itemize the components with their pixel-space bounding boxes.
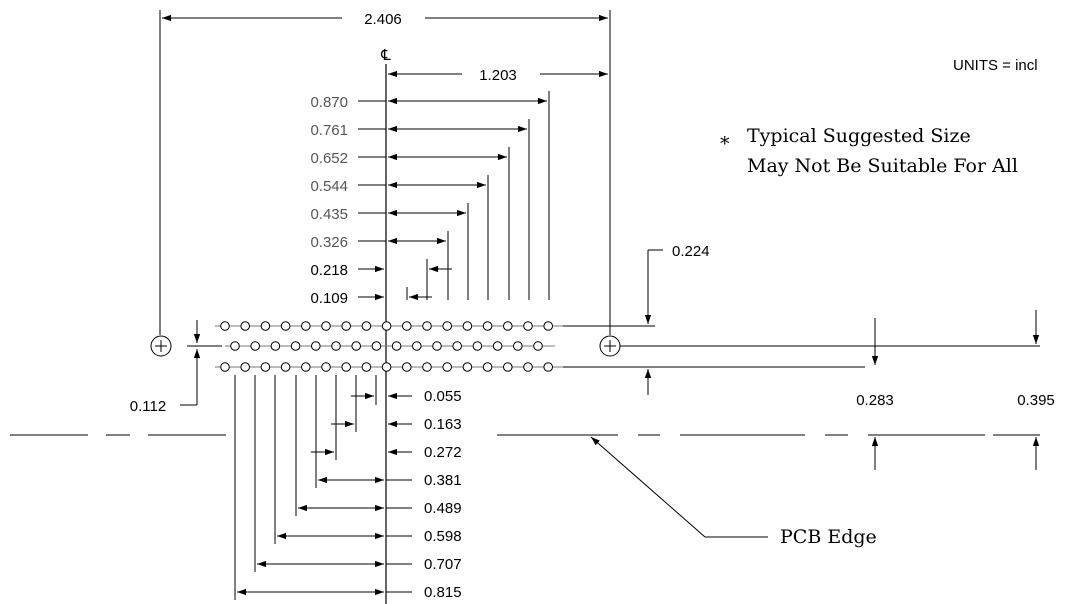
pin-pad bbox=[220, 321, 230, 331]
bottom-row-offset-dimensions: 0.055 0.163 0.272 0.381 0.489 0.598 0.70… bbox=[234, 375, 462, 601]
mount-hole-offset-dimension: 0.224 bbox=[563, 243, 710, 395]
bottom-offset-label: 0.163 bbox=[424, 416, 462, 433]
pin-pad bbox=[250, 341, 260, 351]
pin-pad bbox=[523, 321, 533, 331]
top-offset-label: 0.870 bbox=[310, 94, 348, 111]
top-row-offset-dimensions: 0.870 0.761 0.652 0.544 0.435 0.326 0.21… bbox=[310, 91, 550, 307]
pin-field bbox=[215, 321, 563, 372]
pin-pad bbox=[311, 341, 321, 351]
bottom-offset-label: 0.815 bbox=[424, 584, 462, 601]
pin-pad bbox=[260, 321, 271, 331]
row-pitch-dimension: 0.112 bbox=[130, 320, 222, 415]
top-offset-label: 0.109 bbox=[310, 290, 348, 307]
pcb-edge-dimensions: 0.283 0.395 bbox=[563, 310, 1055, 470]
pin-pad bbox=[442, 362, 453, 372]
pin-pad bbox=[290, 341, 301, 351]
pin-pad bbox=[301, 362, 311, 372]
top-offset-label: 0.761 bbox=[310, 122, 348, 139]
pin-pad bbox=[331, 341, 341, 351]
pin-pad bbox=[513, 341, 523, 351]
pin-pad bbox=[482, 321, 493, 331]
pin-pad bbox=[280, 321, 291, 331]
pin-pad bbox=[220, 362, 230, 372]
pin-pad bbox=[523, 362, 533, 372]
pin-pad bbox=[422, 362, 432, 372]
pin-pad bbox=[402, 362, 412, 372]
half-width-label: 1.203 bbox=[479, 67, 517, 84]
pin-pad bbox=[351, 341, 362, 351]
pin-pad bbox=[240, 321, 250, 331]
pin-pad bbox=[361, 362, 372, 372]
pin-pad bbox=[240, 362, 250, 372]
pin-pad bbox=[432, 341, 442, 351]
half-width-dimension: 1.203 bbox=[388, 67, 608, 84]
top-offset-label: 0.326 bbox=[310, 234, 348, 251]
pin-pad bbox=[412, 341, 422, 351]
bottom-offset-label: 0.489 bbox=[424, 500, 462, 517]
pin-pad bbox=[371, 341, 382, 351]
note-line-1: Typical Suggested Size bbox=[747, 125, 971, 147]
pcb-edge-label: PCB Edge bbox=[780, 526, 877, 548]
pin-pad bbox=[381, 362, 392, 372]
pin-pad bbox=[503, 362, 513, 372]
bottom-offset-label: 0.598 bbox=[424, 528, 462, 545]
pin-pad bbox=[381, 321, 392, 331]
bottom-offset-label: 0.707 bbox=[424, 556, 462, 573]
row-pitch-label: 0.112 bbox=[130, 398, 166, 415]
note-line-2: May Not Be Suitable For All bbox=[747, 155, 1018, 177]
pin-pad bbox=[361, 321, 372, 331]
top-offset-label: 0.652 bbox=[310, 150, 348, 167]
pin-pad bbox=[543, 362, 554, 372]
mount-hole-offset-label: 0.224 bbox=[672, 243, 710, 260]
pin-pad bbox=[321, 321, 331, 331]
pin-pad bbox=[230, 341, 240, 351]
top-offset-label: 0.544 bbox=[310, 178, 348, 195]
asterisk: * bbox=[720, 133, 730, 155]
centerline: ℄ bbox=[380, 47, 391, 604]
pin-pad bbox=[442, 321, 453, 331]
pin-pad bbox=[472, 341, 483, 351]
mounting-hole-right bbox=[599, 335, 621, 357]
pin-pad bbox=[280, 362, 291, 372]
pin-pad bbox=[270, 341, 281, 351]
pin-pad bbox=[422, 321, 432, 331]
bottom-offset-label: 0.272 bbox=[424, 444, 462, 461]
bottom-offset-label: 0.381 bbox=[424, 472, 462, 489]
pin-pad bbox=[452, 341, 463, 351]
pcb-dim-label-283: 0.283 bbox=[856, 392, 894, 409]
mounting-hole-left bbox=[150, 335, 172, 357]
pcb-dim-label-395: 0.395 bbox=[1017, 392, 1055, 409]
centerline-symbol: ℄ bbox=[380, 47, 391, 64]
top-offset-label: 0.435 bbox=[310, 206, 348, 223]
pin-pad bbox=[482, 362, 493, 372]
pcb-edge-callout: PCB Edge bbox=[590, 436, 877, 548]
pin-pad bbox=[462, 321, 473, 331]
pin-pad bbox=[503, 321, 513, 331]
pin-pad bbox=[402, 321, 412, 331]
top-offset-label: 0.218 bbox=[310, 262, 348, 279]
pin-pad bbox=[260, 362, 271, 372]
pin-pad bbox=[391, 341, 402, 351]
pin-pad bbox=[543, 321, 554, 331]
units-note: UNITS = incl bbox=[953, 57, 1038, 74]
pin-pad bbox=[462, 362, 473, 372]
suggested-size-note: * Typical Suggested Size May Not Be Suit… bbox=[720, 125, 1018, 177]
pin-pad bbox=[341, 362, 352, 372]
overall-width-label: 2.406 bbox=[364, 11, 402, 28]
bottom-offset-label: 0.055 bbox=[424, 388, 462, 405]
pin-pad bbox=[321, 362, 331, 372]
pin-pad bbox=[301, 321, 311, 331]
pin-pad bbox=[492, 341, 503, 351]
overall-width-dimension: 2.406 bbox=[159, 10, 611, 335]
pin-pad bbox=[533, 341, 543, 351]
pin-pad bbox=[341, 321, 352, 331]
